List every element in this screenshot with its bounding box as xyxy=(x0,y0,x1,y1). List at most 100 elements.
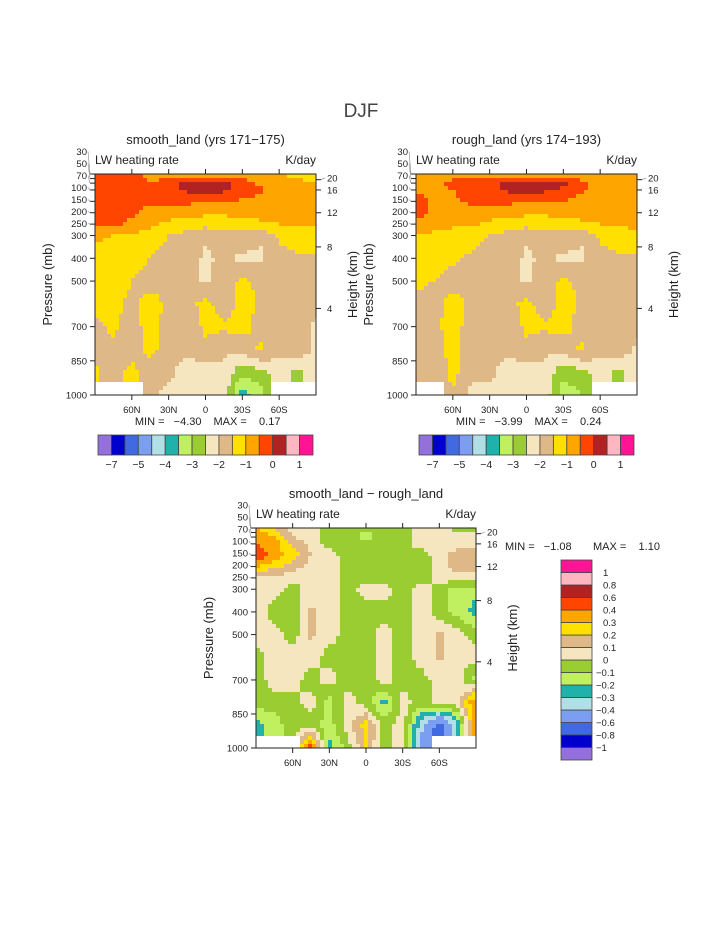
contour-cell xyxy=(135,282,140,287)
contour-cell xyxy=(464,282,469,287)
contour-cell xyxy=(608,182,613,187)
contour-cell xyxy=(544,214,549,219)
contour-cell xyxy=(127,290,132,295)
contour-cell xyxy=(119,266,124,271)
contour-cell xyxy=(620,266,625,271)
contour-cell xyxy=(255,266,260,271)
contour-cell xyxy=(560,234,565,239)
contour-cell xyxy=(560,286,565,291)
contour-cell xyxy=(295,314,300,319)
contour-cell xyxy=(560,238,565,243)
contour-cell xyxy=(532,254,537,259)
contour-cell xyxy=(139,278,144,283)
contour-cell xyxy=(279,386,284,391)
contour-cell xyxy=(263,190,268,195)
contour-cell xyxy=(520,214,525,219)
contour-cell xyxy=(560,278,565,283)
contour-cell xyxy=(424,226,429,231)
contour-cell xyxy=(560,290,565,295)
contour-cell xyxy=(476,258,481,263)
contour-cell xyxy=(195,294,200,299)
contour-cell xyxy=(263,206,268,211)
contour-cell xyxy=(239,234,244,239)
contour-cell xyxy=(580,198,585,203)
contour-cell xyxy=(600,210,605,215)
contour-cell xyxy=(95,290,100,295)
contour-cell xyxy=(632,242,637,247)
contour-cell xyxy=(299,226,304,231)
contour-cell xyxy=(484,270,489,275)
contour-cell xyxy=(604,290,609,295)
contour-cell xyxy=(604,238,609,243)
contour-cell xyxy=(456,218,461,223)
contour-cell xyxy=(568,178,573,183)
contour-cell xyxy=(484,290,489,295)
contour-cell xyxy=(279,214,284,219)
contour-cell xyxy=(239,274,244,279)
contour-cell xyxy=(215,278,220,283)
contour-cell xyxy=(255,194,260,199)
contour-cell xyxy=(568,258,573,263)
contour-cell xyxy=(440,274,445,279)
contour-cell xyxy=(283,202,288,207)
contour-cell xyxy=(271,210,276,215)
contour-cell xyxy=(496,174,501,179)
contour-cell xyxy=(456,262,461,267)
colorbar-box xyxy=(245,434,260,456)
contour-cell xyxy=(111,266,116,271)
contour-cell xyxy=(632,286,637,291)
contour-cell xyxy=(524,230,529,235)
contour-cell xyxy=(448,266,453,271)
contour-cell xyxy=(556,206,561,211)
contour-cell xyxy=(460,294,465,299)
contour-cell xyxy=(504,206,509,211)
contour-cell xyxy=(107,338,112,343)
contour-cell xyxy=(203,182,208,187)
contour-cell xyxy=(147,326,152,331)
contour-cell xyxy=(508,222,513,227)
contour-cell xyxy=(436,246,441,251)
y-tick-label: 200 xyxy=(71,207,87,218)
contour-cell xyxy=(528,254,533,259)
contour-cell xyxy=(448,210,453,215)
contour-cell xyxy=(532,226,537,231)
contour-cell xyxy=(163,274,168,279)
contour-cell xyxy=(291,218,296,223)
contour-cell xyxy=(580,202,585,207)
contour-cell xyxy=(275,222,280,227)
contour-cell xyxy=(135,266,140,271)
contour-cell xyxy=(416,182,421,187)
contour-cell xyxy=(444,254,449,259)
contour-cell xyxy=(632,194,637,199)
contour-cell xyxy=(556,270,561,275)
contour-cell xyxy=(307,194,312,199)
contour-cell xyxy=(211,282,216,287)
contour-cell xyxy=(452,278,457,283)
contour-cell xyxy=(103,230,108,235)
contour-cell xyxy=(295,382,300,387)
contour-cell xyxy=(247,294,252,299)
contour-cell xyxy=(283,374,288,379)
colorbar-box xyxy=(272,434,287,456)
contour-cell xyxy=(127,314,132,319)
contour-cell xyxy=(303,278,308,283)
contour-cell xyxy=(187,286,192,291)
contour-cell xyxy=(540,214,545,219)
contour-cell xyxy=(171,246,176,251)
contour-cell xyxy=(123,338,128,343)
contour-cell xyxy=(416,206,421,211)
contour-cell xyxy=(520,202,525,207)
contour-cell xyxy=(556,226,561,231)
contour-cell xyxy=(211,270,216,275)
contour-cell xyxy=(223,286,228,291)
contour-cell xyxy=(199,202,204,207)
contour-cell xyxy=(227,210,232,215)
contour-cell xyxy=(227,214,232,219)
contour-cell xyxy=(207,274,212,279)
contour-cell xyxy=(500,218,505,223)
contour-cell xyxy=(235,326,240,331)
contour-cell xyxy=(147,202,152,207)
contour-cell xyxy=(476,222,481,227)
contour-cell xyxy=(179,210,184,215)
contour-cell xyxy=(235,218,240,223)
